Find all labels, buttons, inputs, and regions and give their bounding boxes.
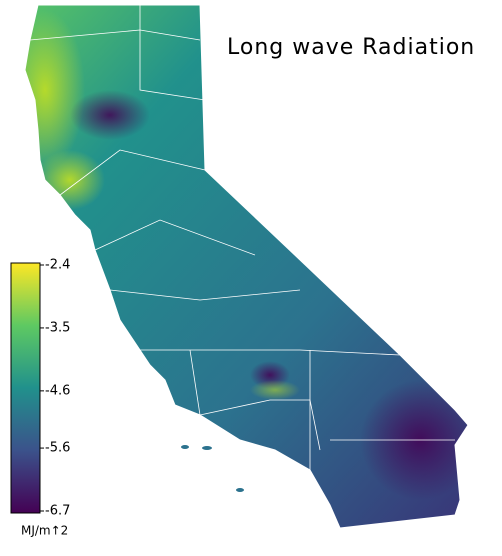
colorbar-tick-label: -4.6 <box>45 383 70 398</box>
colorbar-scale <box>10 262 41 514</box>
colorbar: -2.4 -3.5 -4.6 -5.6 -6.7 MJ/m↑2 <box>10 258 70 538</box>
state-outline <box>24 4 469 529</box>
colorbar-label: MJ/m↑2 <box>21 524 68 538</box>
colorbar-tick-label: -5.6 <box>45 441 70 456</box>
county-lines <box>29 5 455 470</box>
colorbar-tick-label: -2.4 <box>45 258 70 273</box>
colorbar-tick-label: -3.5 <box>45 320 70 335</box>
colorbar-tick-label: -6.7 <box>45 504 70 519</box>
islands <box>181 445 244 492</box>
map-title: Long wave Radiation <box>227 35 475 60</box>
